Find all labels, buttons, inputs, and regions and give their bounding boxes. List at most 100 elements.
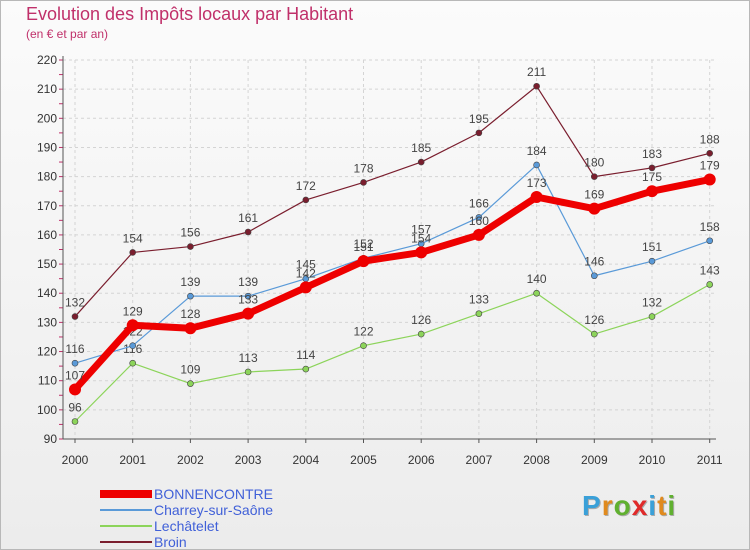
series-line-lech-telet <box>74 283 710 422</box>
series-line-broin <box>74 85 710 317</box>
data-point <box>244 292 252 300</box>
data-point <box>71 418 79 425</box>
data-point <box>533 161 540 169</box>
data-label: 142 <box>296 266 316 280</box>
legend-label: Lechâtelet <box>154 518 219 534</box>
data-label: 140 <box>527 272 547 286</box>
data-label: 172 <box>296 179 316 193</box>
x-tick-label: 2008 <box>523 453 550 467</box>
logo-letter: x <box>631 490 649 521</box>
data-label: 151 <box>353 240 373 254</box>
data-label: 161 <box>238 211 258 225</box>
data-point <box>302 196 310 204</box>
data-point <box>417 158 425 166</box>
data-point <box>71 313 79 320</box>
legend-label: Broin <box>154 534 187 550</box>
data-point <box>360 342 367 350</box>
data-point <box>184 322 197 335</box>
logo-letter: P <box>582 490 602 521</box>
proxiti-logo: Proxiti <box>582 490 676 522</box>
data-label: 158 <box>700 220 720 234</box>
legend-swatch <box>100 490 152 498</box>
data-label: 114 <box>296 348 315 362</box>
data-point <box>187 380 194 387</box>
data-label: 129 <box>123 304 143 318</box>
data-label: 132 <box>65 296 85 310</box>
x-tick-label: 2007 <box>466 453 493 467</box>
legend-swatch <box>100 525 152 527</box>
data-label: 145 <box>296 258 316 272</box>
data-label: 180 <box>584 156 604 170</box>
data-label: 183 <box>642 147 662 161</box>
data-point <box>129 249 136 256</box>
data-point <box>357 255 370 268</box>
data-label: 128 <box>180 307 200 321</box>
data-point <box>533 289 540 297</box>
y-tick-label: 190 <box>37 140 57 154</box>
y-tick-label: 150 <box>37 257 57 271</box>
data-point <box>302 365 310 373</box>
data-point <box>415 246 428 259</box>
data-label: 133 <box>469 293 489 307</box>
data-point <box>706 149 714 157</box>
y-tick-label: 170 <box>37 199 57 213</box>
data-point <box>244 368 252 376</box>
y-tick-label: 160 <box>37 228 57 242</box>
y-tick-label: 220 <box>37 53 57 67</box>
data-point <box>590 272 598 280</box>
x-tick-label: 2010 <box>639 453 666 467</box>
legend-swatch <box>100 541 152 543</box>
y-tick-label: 90 <box>44 432 58 446</box>
data-label: 107 <box>65 368 85 382</box>
data-label: 166 <box>469 196 489 210</box>
data-point <box>417 330 425 338</box>
data-label: 133 <box>238 293 258 307</box>
data-point <box>475 129 483 137</box>
data-label: 132 <box>642 296 662 310</box>
y-tick-label: 210 <box>37 82 57 96</box>
data-point <box>126 319 139 332</box>
y-tick-label: 130 <box>37 315 57 329</box>
series-line-charrey-sur-sa-ne <box>74 164 710 364</box>
logo-letter: i <box>648 490 658 521</box>
y-tick-label: 200 <box>37 111 57 125</box>
y-tick-label: 140 <box>37 286 57 300</box>
data-point <box>69 383 81 396</box>
chart-title: Evolution des Impôts locaux par Habitant <box>26 4 354 24</box>
x-tick-label: 2005 <box>350 453 377 467</box>
logo-letter: t <box>657 490 668 521</box>
x-tick-label: 2011 <box>697 453 723 467</box>
logo-letter: i <box>667 490 677 521</box>
data-point <box>360 179 367 186</box>
x-tick-label: 2000 <box>62 453 89 467</box>
data-label: 178 <box>353 161 373 175</box>
data-label: 154 <box>123 231 143 245</box>
data-label: 146 <box>584 255 604 269</box>
y-tick-label: 120 <box>37 345 57 359</box>
data-point <box>187 243 194 250</box>
data-label: 185 <box>411 141 431 155</box>
data-point <box>242 307 255 320</box>
x-tick-label: 2009 <box>581 453 608 467</box>
data-label: 152 <box>353 237 373 251</box>
y-tick-label: 110 <box>38 374 57 388</box>
logo-letter: r <box>601 490 614 521</box>
data-point <box>129 359 136 367</box>
data-point <box>475 310 483 317</box>
data-point <box>590 173 598 180</box>
data-label: 175 <box>642 170 662 184</box>
data-point <box>71 359 79 367</box>
data-label: 126 <box>411 313 431 327</box>
data-label: 188 <box>700 132 720 146</box>
data-label: 154 <box>411 231 431 245</box>
data-point <box>530 191 543 204</box>
x-tick-label: 2002 <box>177 453 204 467</box>
legend-swatch <box>100 509 152 511</box>
data-point <box>299 281 312 294</box>
data-point <box>472 228 485 241</box>
x-tick-label: 2004 <box>292 453 319 467</box>
data-point <box>187 292 194 300</box>
data-point <box>129 342 136 350</box>
